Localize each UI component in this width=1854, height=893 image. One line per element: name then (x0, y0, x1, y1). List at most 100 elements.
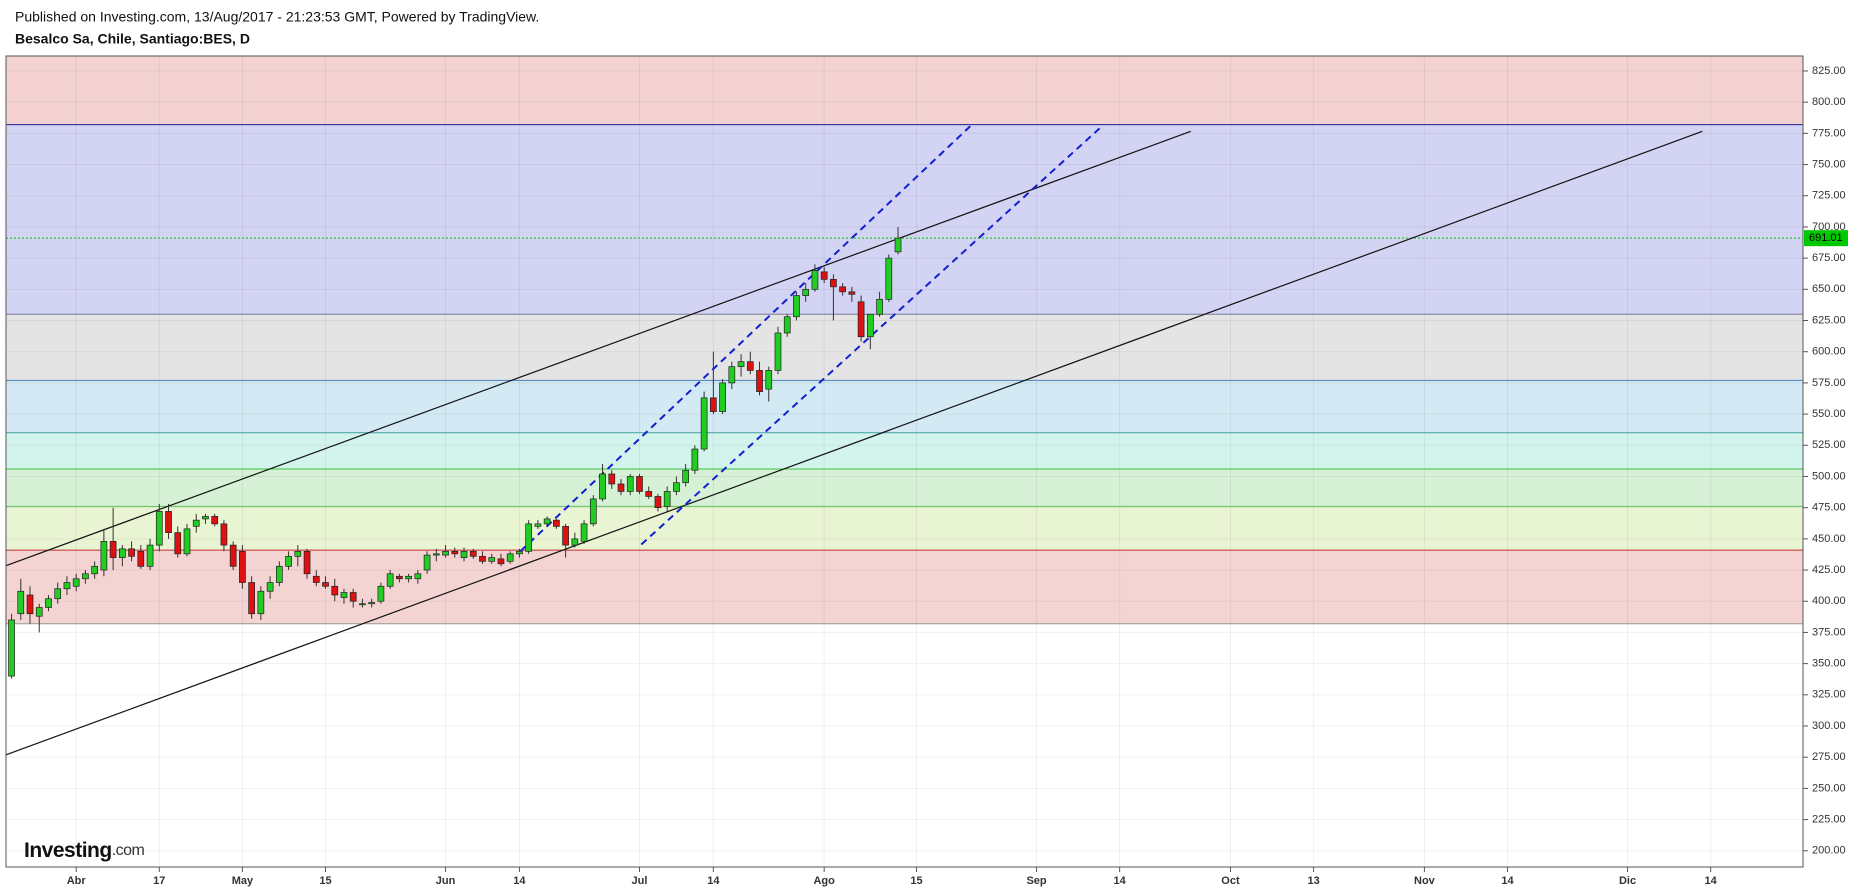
y-tick-label: 275.00 (1812, 751, 1846, 763)
candle-body (793, 295, 800, 318)
y-tick-label: 500.00 (1812, 470, 1846, 482)
candle-body (322, 582, 329, 587)
y-tick-label: 425.00 (1812, 564, 1846, 576)
x-tick-label: 14 (513, 875, 526, 887)
candle-body (109, 541, 117, 558)
candle-body (359, 603, 366, 606)
last-price-label: 691.01 (1809, 232, 1843, 244)
x-tick-label: Dic (1619, 875, 1636, 887)
candle-body (257, 590, 265, 615)
candle-body (396, 575, 403, 580)
candle-body (765, 370, 773, 390)
candle-body (673, 482, 680, 492)
candle-body (719, 382, 726, 412)
candle-body (266, 582, 274, 592)
candle-body (608, 473, 616, 485)
candle-body (211, 516, 219, 525)
candle-body (17, 590, 25, 615)
y-tick-label: 300.00 (1812, 720, 1846, 732)
candle-body (220, 523, 228, 546)
candle-body (349, 592, 357, 602)
x-tick-label: 17 (153, 875, 165, 887)
candle-body (423, 554, 431, 571)
candle-body (294, 550, 302, 557)
candle-body (857, 301, 865, 338)
candle-body (571, 538, 579, 546)
candle-body (709, 397, 717, 412)
y-tick-label: 525.00 (1812, 439, 1846, 451)
y-tick-label: 725.00 (1812, 190, 1846, 202)
candle-body (275, 565, 283, 583)
candle-body (432, 553, 440, 556)
candle-body (885, 257, 893, 300)
candle-body (229, 544, 237, 567)
candle-body (839, 286, 846, 293)
candle-body (848, 291, 856, 295)
candle-body (303, 550, 311, 575)
candle-body (8, 619, 15, 677)
x-tick-label: 14 (707, 875, 720, 887)
candle-body (119, 548, 126, 558)
candle-body (534, 523, 542, 527)
candle-body (645, 491, 653, 497)
candle-body (405, 575, 412, 580)
candle-body (497, 558, 505, 565)
candle-body (54, 588, 62, 600)
candle-body (128, 548, 135, 557)
candle-body (414, 573, 422, 580)
candle-body (331, 585, 339, 596)
candle-body (460, 550, 468, 558)
candle-body (469, 550, 477, 557)
candle-body (654, 496, 662, 509)
y-tick-label: 250.00 (1812, 782, 1846, 794)
candle-body (543, 518, 551, 525)
candle-body (626, 476, 634, 492)
y-tick-label: 650.00 (1812, 283, 1846, 295)
candle-body (636, 476, 643, 492)
candle-body (239, 550, 246, 583)
candle-body (155, 511, 163, 546)
zone (6, 432, 1803, 469)
candle-body (682, 469, 689, 484)
y-tick-label: 475.00 (1812, 502, 1846, 514)
candle-body (451, 550, 459, 555)
y-tick-label: 700.00 (1812, 221, 1846, 233)
candle-body (146, 544, 154, 567)
candle-body (894, 237, 902, 253)
candle-body (700, 397, 708, 450)
candle-body (728, 366, 736, 384)
trendline (5, 130, 1191, 567)
candle-body (746, 361, 754, 371)
zone (6, 506, 1803, 551)
x-tick-label: Oct (1221, 875, 1240, 887)
candle-body (45, 598, 52, 608)
candle-body (506, 553, 514, 562)
trendline (519, 123, 973, 553)
candle-body (442, 550, 449, 556)
zone (6, 124, 1803, 315)
candle-body (562, 526, 569, 546)
zone (6, 56, 1803, 125)
candle-body (26, 594, 34, 615)
candle-body (866, 313, 874, 338)
candle-body (589, 498, 597, 525)
candle-body (811, 270, 819, 290)
candle-body (63, 582, 71, 590)
y-tick-label: 200.00 (1812, 845, 1846, 857)
last-price-tag (1804, 230, 1848, 247)
candle-body (691, 448, 699, 471)
candle-body (192, 519, 200, 527)
y-tick-label: 400.00 (1812, 595, 1846, 607)
x-tick-label: Jun (436, 875, 456, 887)
x-tick-label: Sep (1026, 875, 1046, 887)
candle-body (830, 278, 837, 288)
candle-body (876, 298, 883, 315)
y-tick-label: 825.00 (1812, 65, 1846, 77)
y-tick-label: 375.00 (1812, 626, 1846, 638)
candle-body (100, 541, 108, 571)
candle-body (617, 483, 625, 492)
candle-body (553, 519, 560, 527)
y-tick-label: 325.00 (1812, 689, 1846, 701)
y-tick-label: 225.00 (1812, 813, 1846, 825)
